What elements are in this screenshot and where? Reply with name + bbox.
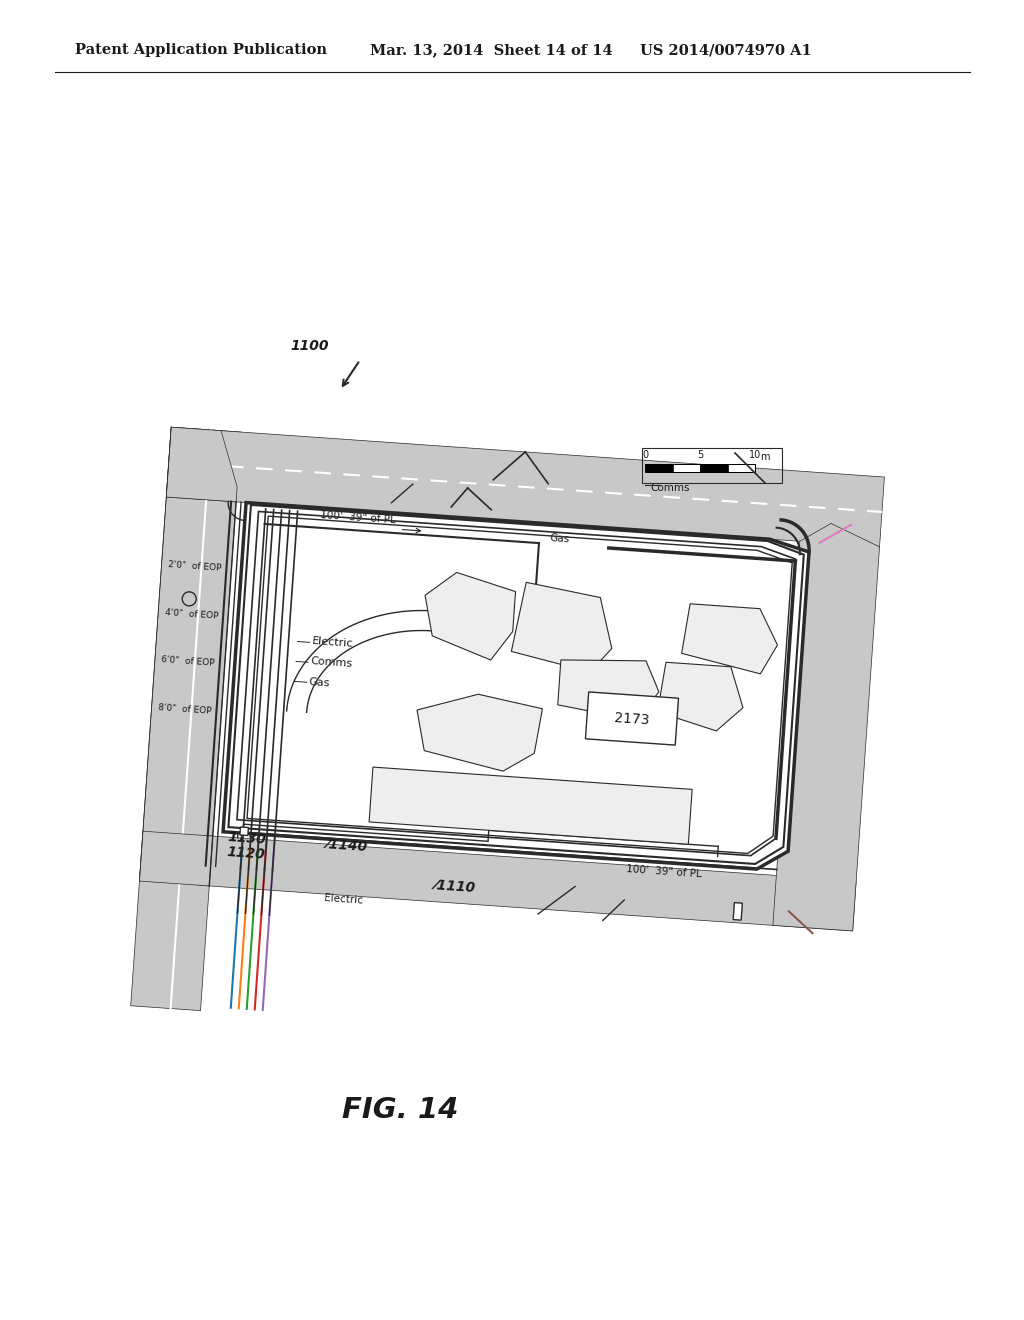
Polygon shape: [682, 603, 777, 675]
Polygon shape: [369, 767, 692, 845]
Text: FIG. 14: FIG. 14: [342, 1096, 458, 1125]
Text: Gas: Gas: [549, 533, 570, 545]
Polygon shape: [586, 692, 679, 744]
Text: 100'  39" of PL: 100' 39" of PL: [321, 510, 396, 525]
Text: US 2014/0074970 A1: US 2014/0074970 A1: [640, 44, 812, 57]
Text: m: m: [760, 451, 769, 462]
Polygon shape: [166, 428, 238, 502]
Text: Comms: Comms: [650, 483, 689, 492]
Text: Mar. 13, 2014  Sheet 14 of 14: Mar. 13, 2014 Sheet 14 of 14: [370, 44, 612, 57]
Text: 2173: 2173: [614, 710, 650, 727]
Polygon shape: [558, 660, 658, 721]
Text: Gas: Gas: [308, 677, 331, 688]
Polygon shape: [773, 524, 880, 931]
Text: 0: 0: [642, 450, 648, 459]
Polygon shape: [240, 826, 249, 836]
Text: Electric: Electric: [324, 892, 364, 906]
Text: 1130: 1130: [227, 830, 266, 847]
Bar: [727, 465, 755, 473]
Polygon shape: [511, 582, 611, 672]
Polygon shape: [139, 832, 213, 886]
Text: 8'0"  of EOP: 8'0" of EOP: [158, 704, 212, 715]
Text: Patent Application Publication: Patent Application Publication: [75, 44, 327, 57]
Text: 100'  39" of PL: 100' 39" of PL: [627, 865, 702, 879]
Text: ⁄1140: ⁄1140: [327, 837, 369, 854]
Polygon shape: [417, 694, 543, 771]
Bar: [645, 465, 673, 473]
Bar: [642, 447, 782, 483]
Polygon shape: [166, 428, 885, 546]
Bar: [673, 465, 700, 473]
Polygon shape: [657, 663, 743, 731]
Text: 2'0"  of EOP: 2'0" of EOP: [168, 560, 221, 573]
Text: Comms: Comms: [310, 656, 352, 669]
Text: 10: 10: [749, 450, 761, 459]
Text: ⁄1110: ⁄1110: [434, 878, 476, 895]
Text: 4'0"  of EOP: 4'0" of EOP: [165, 607, 218, 620]
Text: 1120: 1120: [226, 845, 265, 862]
Bar: [645, 465, 755, 473]
Bar: [700, 465, 727, 473]
Text: Electric: Electric: [311, 636, 353, 649]
Polygon shape: [425, 573, 515, 660]
Text: 5: 5: [697, 450, 703, 459]
Polygon shape: [131, 428, 241, 1011]
Text: 6'0"  of EOP: 6'0" of EOP: [161, 656, 215, 668]
Polygon shape: [223, 503, 809, 869]
Polygon shape: [733, 903, 742, 920]
Polygon shape: [200, 836, 856, 931]
Text: 1100: 1100: [290, 339, 329, 352]
